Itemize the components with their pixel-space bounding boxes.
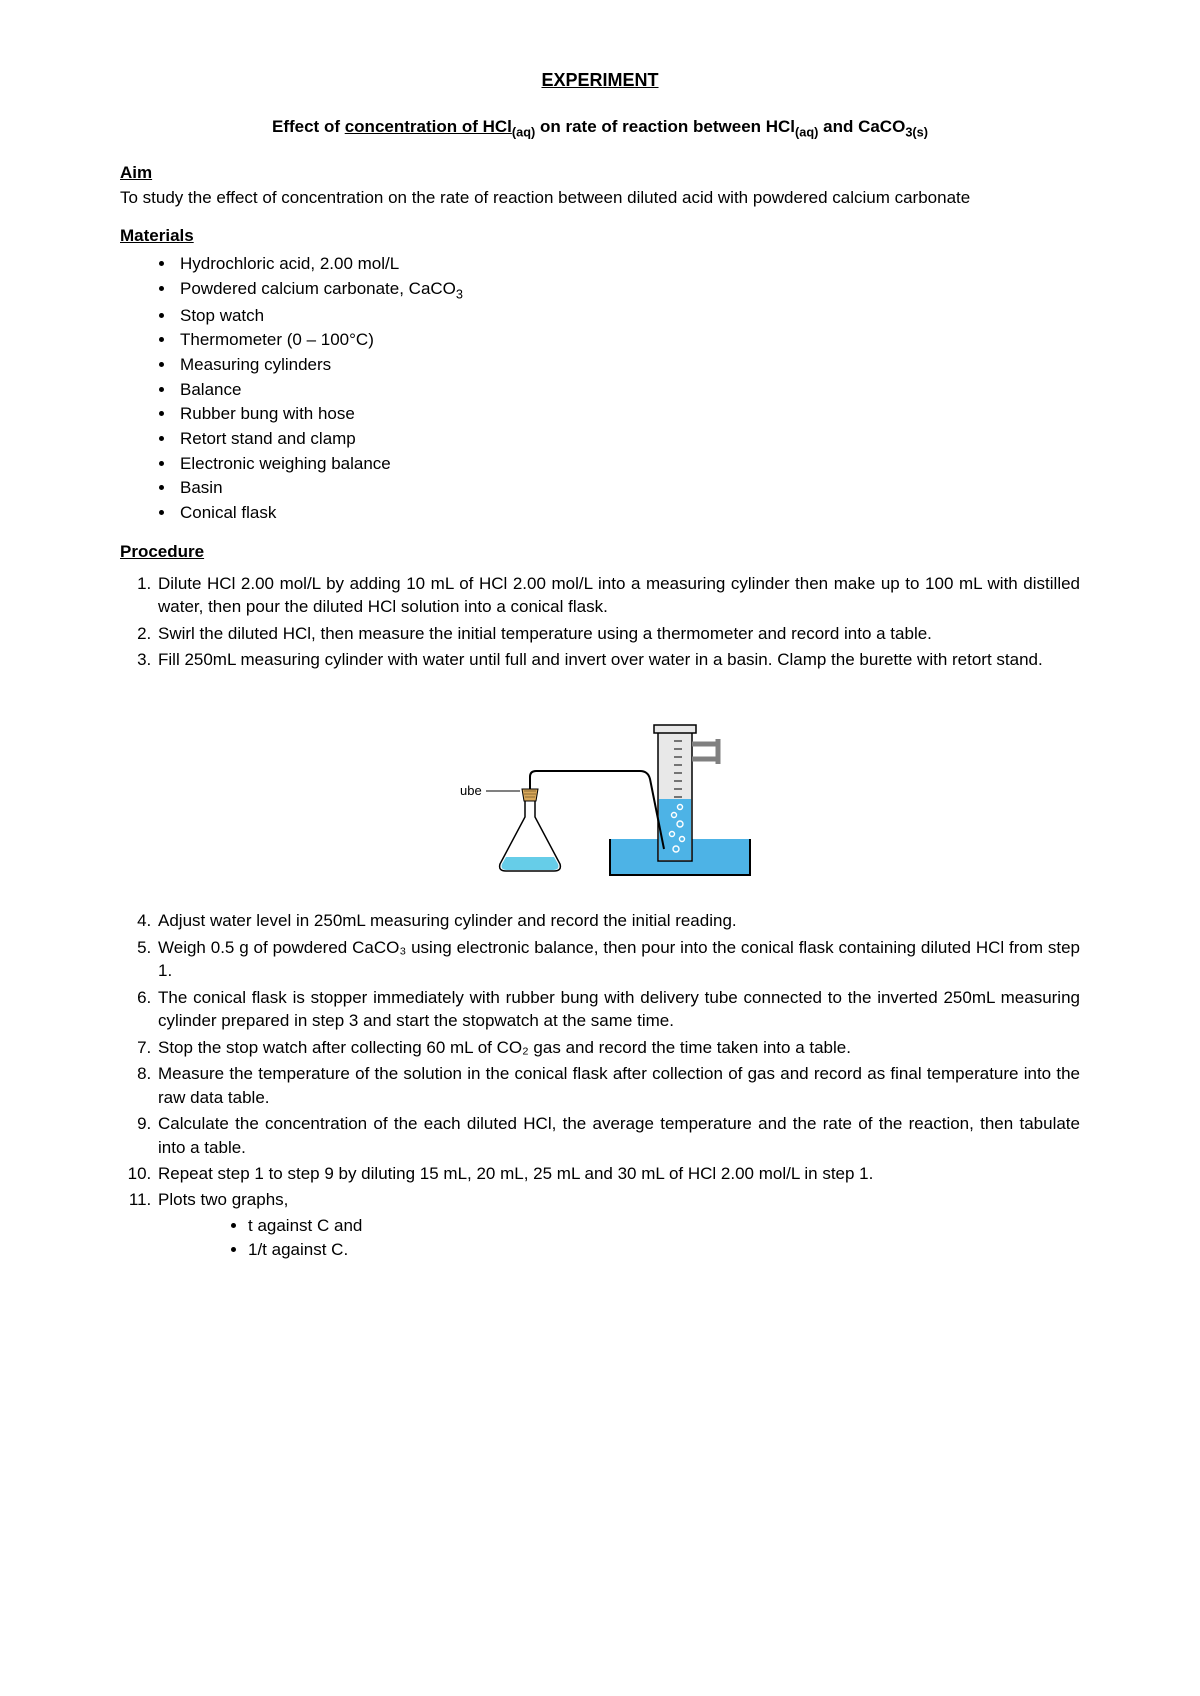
list-item: Fill 250mL measuring cylinder with water…	[156, 648, 1080, 671]
list-item: Conical flask	[176, 501, 1080, 526]
subtitle-and: and CaCO	[818, 117, 905, 136]
list-item: 1/t against C.	[248, 1238, 1080, 1262]
list-item: Plots two graphs, t against C and 1/t ag…	[156, 1188, 1080, 1261]
conical-flask	[500, 789, 561, 871]
document-subtitle: Effect of concentration of HCl(aq) on ra…	[120, 117, 1080, 139]
procedure-list-a: Dilute HCl 2.00 mol/L by adding 10 mL of…	[120, 572, 1080, 672]
list-item: Measure the temperature of the solution …	[156, 1062, 1080, 1109]
list-item: Swirl the diluted HCl, then measure the …	[156, 622, 1080, 645]
diagram-svg: ube	[430, 689, 770, 889]
subtitle-mid: on rate of reaction between HCl	[535, 117, 795, 136]
document-title: EXPERIMENT	[120, 70, 1080, 91]
aim-text: To study the effect of concentration on …	[120, 187, 1080, 210]
list-item: t against C and	[248, 1214, 1080, 1238]
list-item: Electronic weighing balance	[176, 452, 1080, 477]
subtitle-underlined: concentration of HCl(aq)	[345, 117, 536, 136]
list-item: Balance	[176, 378, 1080, 403]
list-item: Repeat step 1 to step 9 by diluting 15 m…	[156, 1162, 1080, 1185]
list-item: Adjust water level in 250mL measuring cy…	[156, 909, 1080, 932]
list-item: Weigh 0.5 g of powdered CaCO₃ using elec…	[156, 936, 1080, 983]
list-item: Calculate the concentration of the each …	[156, 1112, 1080, 1159]
list-item: Powdered calcium carbonate, CaCO3	[176, 277, 1080, 304]
apparatus-diagram: ube	[120, 689, 1080, 889]
cylinder-water	[659, 799, 691, 860]
delivery-tube	[530, 771, 664, 849]
materials-list: Hydrochloric acid, 2.00 mol/L Powdered c…	[120, 252, 1080, 525]
list-item: Basin	[176, 476, 1080, 501]
list-item: Measuring cylinders	[176, 353, 1080, 378]
list-item: Stop watch	[176, 304, 1080, 329]
list-item: Rubber bung with hose	[176, 402, 1080, 427]
list-item: The conical flask is stopper immediately…	[156, 986, 1080, 1033]
graph-bullets: t against C and 1/t against C.	[158, 1214, 1080, 1262]
list-item: Stop the stop watch after collecting 60 …	[156, 1036, 1080, 1059]
list-item: Hydrochloric acid, 2.00 mol/L	[176, 252, 1080, 277]
materials-heading: Materials	[120, 226, 1080, 246]
procedure-heading: Procedure	[120, 542, 1080, 562]
clamp	[692, 739, 718, 764]
list-item: Retort stand and clamp	[176, 427, 1080, 452]
cylinder-cap	[654, 725, 696, 733]
list-item: Dilute HCl 2.00 mol/L by adding 10 mL of…	[156, 572, 1080, 619]
page-container: EXPERIMENT Effect of concentration of HC…	[0, 0, 1200, 1329]
list-item: Thermometer (0 – 100°C)	[176, 328, 1080, 353]
subtitle-prefix: Effect of	[272, 117, 345, 136]
procedure-list-b: Adjust water level in 250mL measuring cy…	[120, 909, 1080, 1261]
aim-heading: Aim	[120, 163, 1080, 183]
diagram-label-ube: ube	[460, 783, 482, 798]
